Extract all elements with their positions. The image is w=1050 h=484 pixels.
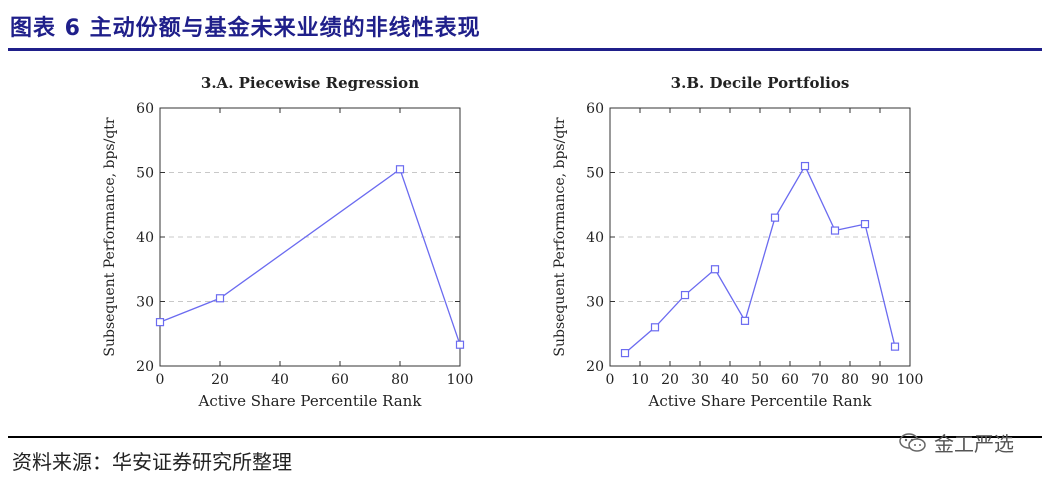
x-tick-label: 20 [211, 372, 229, 388]
series-line [159, 168, 461, 345]
chart-title: 3.A. Piecewise Regression [201, 74, 419, 92]
x-tick-label: 30 [691, 372, 709, 388]
source-note: 资料来源：华安证券研究所整理 [12, 450, 292, 474]
x-tick-label: 40 [271, 372, 289, 388]
x-tick-label: 100 [897, 372, 924, 388]
x-tick-label: 50 [751, 372, 769, 388]
watermark-text: 金工严选 [934, 432, 1014, 456]
x-tick-label: 20 [661, 372, 679, 388]
x-tick-label: 90 [871, 372, 889, 388]
data-point [455, 340, 465, 349]
x-axis-label: Active Share Percentile Rank [648, 392, 873, 410]
x-tick-label: 40 [721, 372, 739, 388]
y-tick-label: 20 [586, 359, 604, 375]
y-tick-label: 30 [136, 295, 154, 311]
data-point [395, 165, 405, 174]
y-tick-label: 40 [586, 230, 604, 246]
x-tick-label: 70 [811, 372, 829, 388]
data-point [680, 290, 690, 300]
y-tick-label: 60 [586, 101, 604, 117]
y-tick-label: 50 [586, 166, 604, 182]
page-title: 图表 6 主动份额与基金未来业绩的非线性表现 [10, 16, 481, 41]
data-point [890, 342, 900, 351]
x-tick-label: 60 [331, 372, 349, 388]
data-point [650, 323, 660, 332]
data-point [770, 213, 780, 222]
x-tick-label: 100 [447, 372, 474, 388]
data-point [155, 318, 165, 327]
y-tick-label: 30 [586, 295, 604, 311]
x-tick-label: 10 [631, 372, 649, 388]
wechat-icon [899, 432, 926, 452]
x-axis-label: Active Share Percentile Rank [198, 392, 423, 410]
y-tick-label: 60 [136, 101, 154, 117]
data-point [860, 220, 870, 229]
data-point [620, 349, 630, 358]
series-line [624, 164, 896, 354]
y-axis-label: Subsequent Performance, bps/qtr [552, 117, 568, 357]
footer-rule [8, 436, 1042, 438]
x-tick-label: 80 [391, 372, 409, 388]
x-tick-label: 0 [156, 372, 165, 388]
x-tick-label: 80 [841, 372, 859, 388]
y-tick-label: 20 [136, 359, 154, 375]
data-point [830, 226, 840, 235]
y-axis-label: Subsequent Performance, bps/qtr [102, 117, 118, 357]
data-point [740, 316, 750, 325]
x-tick-label: 60 [781, 372, 799, 388]
data-point [800, 161, 810, 171]
header-rule [8, 48, 1042, 51]
x-tick-label: 0 [606, 372, 615, 388]
chart-decile-portfolios: 3.B. Decile Portfolios 20 30 40 50 60 0 10 20 30 4… [552, 74, 924, 410]
data-point [215, 294, 225, 303]
watermark: 金工严选 [898, 428, 1014, 457]
y-tick-label: 50 [136, 166, 154, 182]
y-tick-label: 40 [136, 230, 154, 246]
chart-title: 3.B. Decile Portfolios [671, 74, 850, 92]
data-point [710, 265, 720, 274]
